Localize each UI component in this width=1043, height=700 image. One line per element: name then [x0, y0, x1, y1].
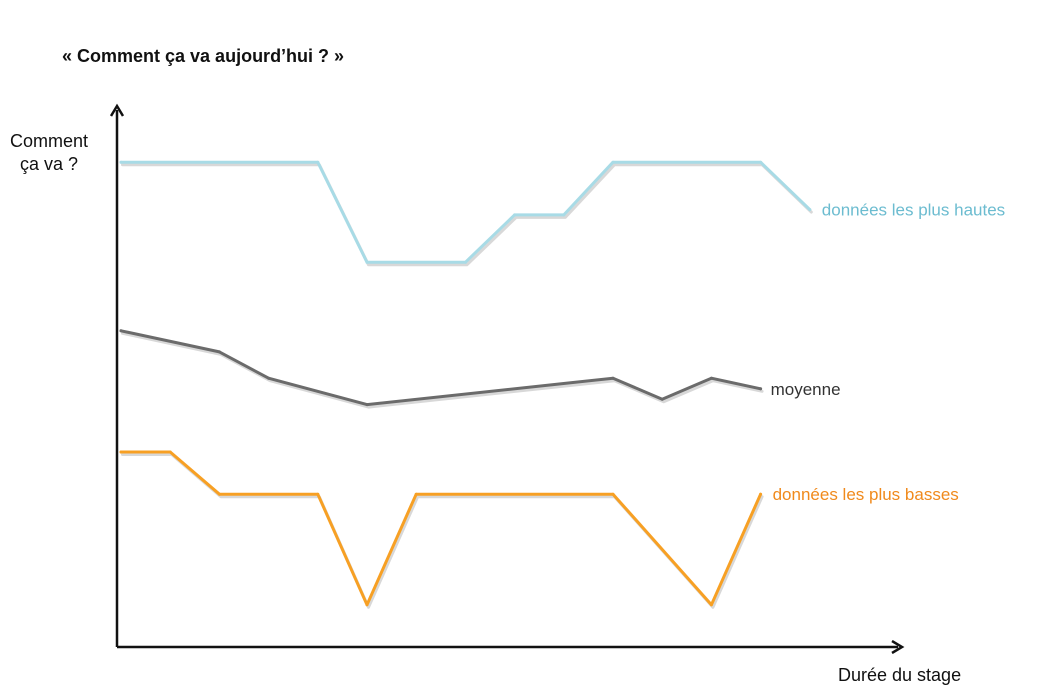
data-point-2-8	[759, 492, 763, 496]
data-point-1-0	[119, 329, 123, 333]
data-point-1-4	[611, 376, 615, 380]
y-axis-label-line-2: ça va ?	[20, 154, 78, 174]
data-point-2-2	[217, 492, 221, 496]
series-label-1: moyenne	[771, 380, 841, 399]
data-point-2-7	[709, 603, 713, 607]
data-point-0-1	[316, 160, 320, 164]
data-point-0-5	[562, 213, 566, 217]
data-point-0-4	[513, 213, 517, 217]
series-label-0: données les plus hautes	[822, 201, 1005, 220]
data-point-0-3	[463, 260, 467, 264]
data-point-1-1	[217, 350, 221, 354]
data-point-1-7	[759, 387, 763, 391]
data-point-2-6	[611, 492, 615, 496]
data-point-0-8	[808, 208, 812, 212]
data-point-1-3	[365, 403, 369, 407]
series-line-0	[119, 160, 812, 264]
data-point-1-2	[267, 376, 271, 380]
data-point-2-3	[316, 492, 320, 496]
data-point-0-2	[365, 260, 369, 264]
data-point-2-1	[168, 450, 172, 454]
data-point-1-5	[660, 397, 664, 401]
chart-title: « Comment ça va aujourd’hui ? »	[62, 46, 344, 66]
series-line-1	[119, 329, 763, 407]
data-point-2-4	[365, 603, 369, 607]
data-point-2-5	[414, 492, 418, 496]
data-point-1-6	[709, 376, 713, 380]
data-point-0-7	[759, 160, 763, 164]
x-axis-label: Durée du stage	[838, 665, 961, 685]
series-group: données les plus hautes moyenne données le…	[119, 160, 1005, 609]
series-label-2: données les plus basses	[773, 485, 959, 504]
data-point-0-0	[119, 160, 123, 164]
series-shadow-2	[121, 453, 764, 609]
y-axis-label-line-1: Comment	[10, 131, 88, 151]
data-point-2-0	[119, 450, 123, 454]
series-line-2	[119, 450, 763, 607]
data-point-0-6	[611, 160, 615, 164]
series-shadow-0	[121, 163, 813, 267]
